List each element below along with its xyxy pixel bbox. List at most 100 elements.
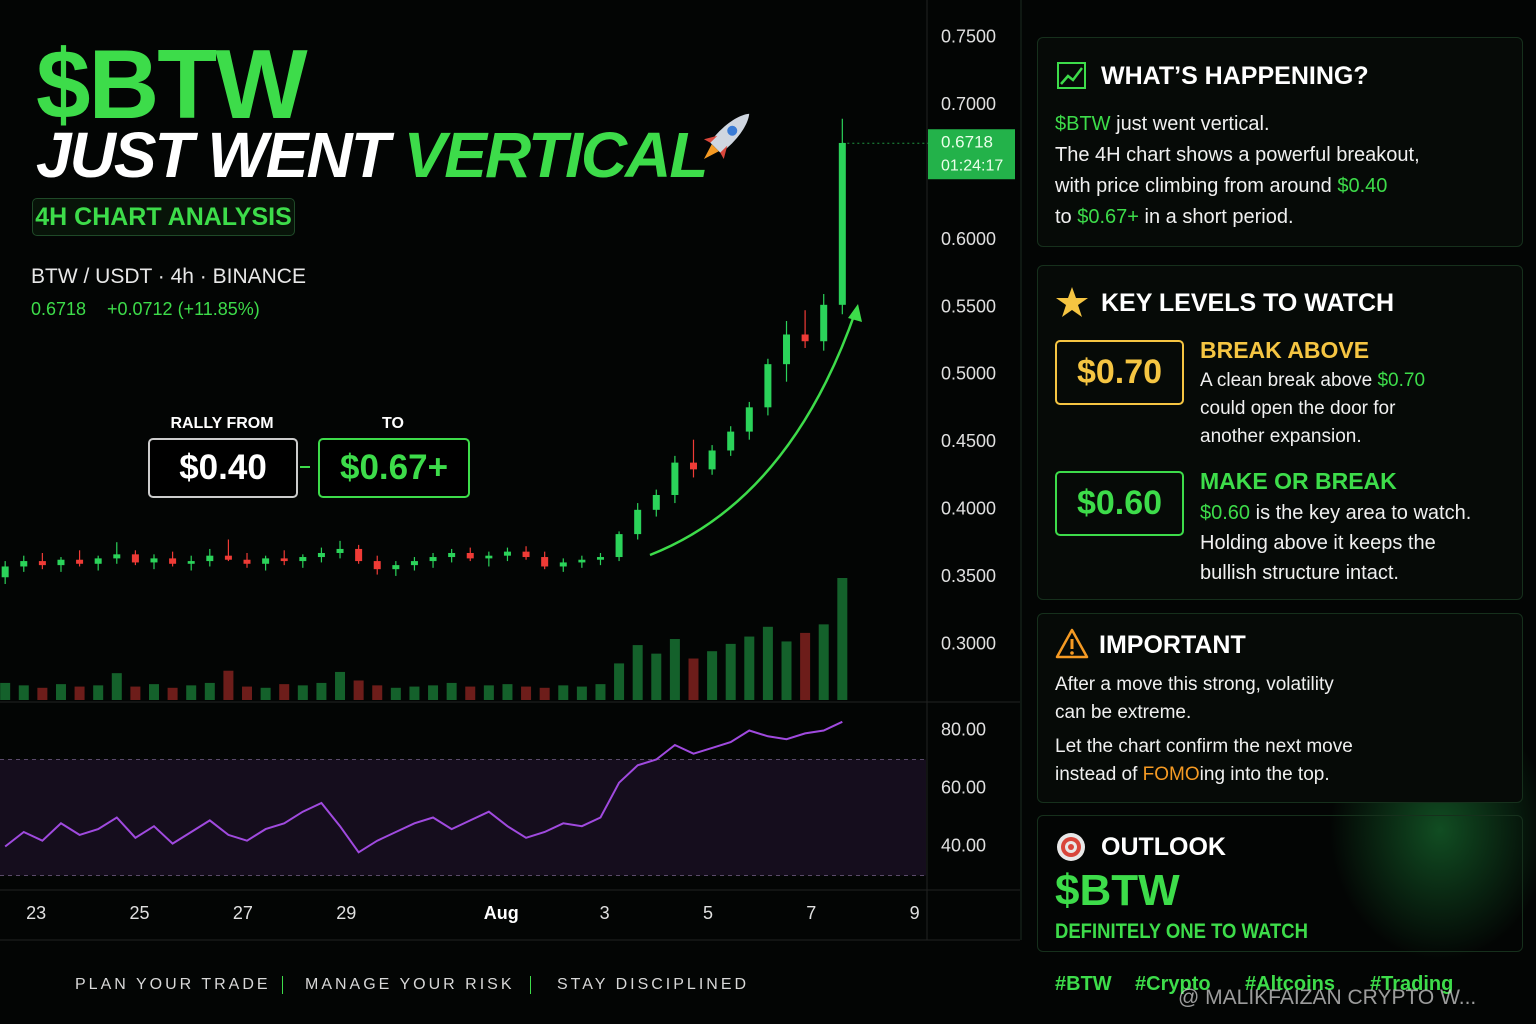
price: 0.6718 [31, 299, 87, 319]
volume-bar [558, 685, 569, 700]
text-line: could open the door for [1200, 395, 1425, 423]
candle-body [578, 559, 586, 563]
text-line: $BTW just went vertical. [1055, 109, 1420, 140]
volume-bar [446, 682, 457, 700]
panel-title: IMPORTANT [1099, 631, 1246, 659]
candle-body [820, 304, 828, 342]
text-line: instead of FOMOing into the top. [1055, 761, 1353, 789]
volume-bar [669, 639, 680, 700]
y-tick-label: 0.4000 [941, 499, 996, 519]
volume-bar [93, 685, 104, 700]
text-line: to $0.67+ in a short period. [1055, 202, 1420, 233]
rsi-tick-label: 80.00 [941, 719, 986, 739]
candle-body [262, 558, 270, 564]
candle-body [336, 548, 344, 553]
candle-body [615, 534, 623, 558]
text-line: Let the chart confirm the next move [1055, 733, 1353, 761]
outlook-headline: $BTW [1055, 866, 1180, 915]
panel-text: $BTW just went vertical. The 4H chart sho… [1055, 109, 1420, 233]
candle-body [150, 558, 158, 563]
text-line: with price climbing from around $0.40 [1055, 171, 1420, 202]
volume-bar [521, 686, 532, 700]
paragraph: A clean break above $0.70 could open the … [1200, 367, 1425, 451]
rocket-icon [703, 113, 750, 160]
volume-bar [18, 685, 29, 700]
candle-body [727, 431, 735, 451]
candle-body [522, 551, 530, 558]
warning-icon [1055, 628, 1089, 659]
paragraph: After a move this strong, volatility can … [1055, 671, 1353, 727]
text-segment: $BTW [1055, 113, 1111, 135]
rsi-line [4, 720, 843, 854]
level-text: A clean break above $0.70 could open the … [1200, 367, 1425, 451]
rally-from-label: RALLY FROM [170, 415, 274, 432]
rally-to: $0.67+ [318, 438, 470, 498]
candle-body [243, 559, 251, 564]
volume-bar [576, 686, 587, 700]
panel-title: KEY LEVELS TO WATCH [1101, 289, 1395, 317]
paragraph: Let the chart confirm the next move inste… [1055, 733, 1353, 789]
candle-body [801, 334, 809, 342]
candle-body [113, 554, 121, 559]
panel [1037, 37, 1523, 247]
text-segment: $0.67+ [1077, 206, 1139, 228]
text-segment: JUST WENT [36, 119, 404, 191]
candle-body [94, 558, 102, 564]
candle-body [38, 561, 46, 566]
panel-title: WHAT’S HAPPENING? [1101, 62, 1369, 90]
outlook-tagline: DEFINITELY ONE TO WATCH [1055, 920, 1308, 943]
separator [530, 976, 531, 994]
text-segment: Let the chart confirm the next move [1055, 736, 1353, 757]
volume-bar [781, 641, 792, 700]
text-segment: in a short period. [1138, 206, 1294, 228]
candle-body [355, 548, 363, 562]
text-segment: ing into the top. [1199, 764, 1330, 785]
rsi-tick-label: 60.00 [941, 777, 986, 797]
volume-bar [372, 685, 383, 700]
volume-bar [242, 686, 253, 700]
hashtag: #Crypto [1135, 973, 1211, 995]
volume-bar [744, 636, 755, 700]
text-segment: FOMO [1142, 764, 1200, 785]
chart-icon [1057, 62, 1086, 89]
text-segment: $0.70 [1377, 370, 1426, 391]
candle-body [429, 557, 437, 562]
candle-body [299, 557, 307, 562]
volume-bar [632, 645, 643, 700]
x-tick-label: 5 [703, 903, 713, 923]
text-segment: $0.60 [1200, 502, 1251, 524]
candle-body [1, 566, 9, 578]
rsi-band [0, 759, 926, 876]
level-heading: BREAK ABOVE [1200, 337, 1370, 363]
volume-bar [502, 684, 513, 700]
symbol: BTW / USDT · 4h · BINANCE [31, 265, 306, 288]
text-segment: A clean break above [1200, 370, 1378, 391]
volume-bar [223, 670, 234, 700]
volume-bar [111, 673, 122, 700]
volume-bar [37, 687, 48, 700]
candle-body [541, 557, 549, 567]
text-segment: just went vertical. [1110, 113, 1270, 135]
volume-bar [483, 685, 494, 700]
change: +0.0712 (+11.85%) [107, 299, 260, 319]
volume-bar [335, 671, 346, 700]
volume-bar [148, 684, 159, 700]
candle-body [671, 462, 679, 495]
y-tick-label: 0.4500 [941, 431, 996, 451]
text-segment: Holding above it keeps the [1200, 532, 1436, 554]
text-segment: is the key area to watch. [1250, 502, 1472, 524]
x-tick-label: Aug [484, 903, 519, 923]
x-tick-label: 25 [130, 903, 150, 923]
candle-body [392, 565, 400, 570]
text-segment: can be extreme. [1055, 702, 1192, 723]
candle-body [317, 552, 325, 558]
candle-body [764, 364, 772, 408]
paragraph: $0.60 is the key area to watch. Holding a… [1200, 498, 1471, 588]
y-tick-label: 0.3500 [941, 566, 996, 586]
text-line: bullish structure intact. [1200, 558, 1471, 588]
text-line: Holding above it keeps the [1200, 528, 1471, 558]
panel [1037, 265, 1523, 600]
volume-bar [55, 684, 66, 700]
candle-body [187, 561, 195, 564]
